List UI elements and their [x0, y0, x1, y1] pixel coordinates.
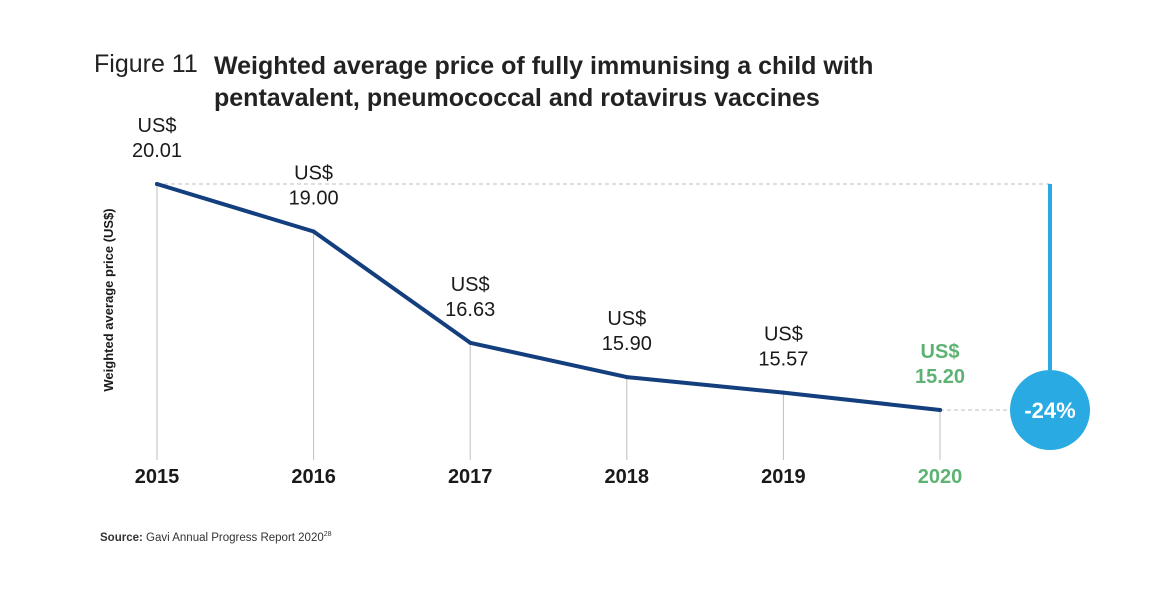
data-point-2018	[624, 375, 629, 380]
y-axis-label: Weighted average price (US$)	[101, 208, 116, 391]
data-label-value-2015: 20.01	[132, 140, 182, 162]
chart-title: Weighted average price of fully immunisi…	[214, 52, 874, 112]
x-tick-labels: 2015 2016 2017 2018 2019 2020	[135, 466, 963, 488]
figure-label: Figure 11	[94, 50, 198, 78]
x-tick-2020: 2020	[918, 466, 963, 488]
data-label-prefix-2019: US$	[764, 324, 803, 346]
data-label-prefix-2016: US$	[294, 162, 333, 184]
data-labels: US$ 20.01 US$ 19.00 US$ 16.63 US$ 15.90 US$ 15.57…	[132, 115, 965, 388]
data-point-2016	[311, 229, 316, 234]
data-point-2019	[781, 390, 786, 395]
reference-lines	[157, 183, 1050, 411]
data-label-value-2018: 15.90	[602, 333, 652, 355]
data-label-value-2020: 15.20	[915, 366, 965, 388]
change-indicator: -24%	[1010, 184, 1090, 450]
x-tick-2016: 2016	[291, 466, 336, 488]
series-group	[155, 182, 942, 412]
source-note: Source: Gavi Annual Progress Report 2020…	[100, 531, 332, 544]
series-line	[155, 182, 942, 412]
data-label-value-2017: 16.63	[445, 299, 495, 321]
x-tick-2017: 2017	[448, 466, 493, 488]
x-tick-2019: 2019	[761, 466, 806, 488]
source-superscript: 28	[323, 531, 332, 538]
source-text: Gavi Annual Progress Report 2020	[146, 531, 324, 544]
data-label-prefix-2015: US$	[138, 115, 177, 137]
data-point-2020	[938, 408, 942, 412]
data-label-prefix-2017: US$	[451, 274, 490, 296]
source-label: Source:	[100, 531, 143, 544]
data-label-prefix-2020: US$	[921, 341, 960, 363]
data-point-2015	[155, 182, 159, 186]
change-circle	[1010, 370, 1090, 450]
data-label-value-2016: 19.00	[289, 187, 339, 209]
data-label-value-2019: 15.57	[758, 349, 808, 371]
data-label-prefix-2018: US$	[607, 308, 646, 330]
x-tick-2015: 2015	[135, 466, 180, 488]
data-point-2017	[468, 340, 473, 345]
change-label: -24%	[1024, 398, 1075, 423]
x-tick-2018: 2018	[605, 466, 650, 488]
category-drop-lines	[156, 184, 941, 460]
